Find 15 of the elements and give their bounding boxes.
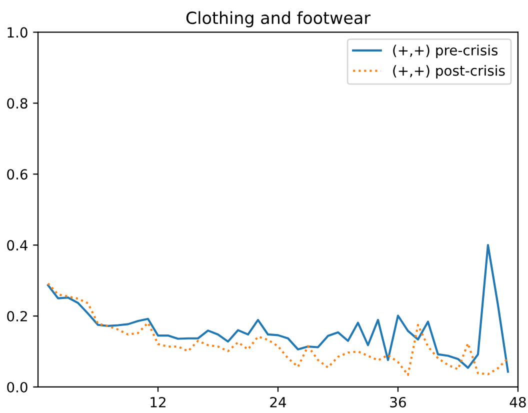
legend-label: (+,+) pre-crisis bbox=[393, 44, 498, 58]
legend-label: (+,+) post-crisis bbox=[393, 65, 505, 79]
x-tick-label: 36 bbox=[390, 396, 406, 408]
y-tick-label: 0.6 bbox=[7, 169, 28, 180]
y-tick-label: 0.4 bbox=[7, 240, 28, 251]
x-tick-label: 48 bbox=[510, 396, 526, 408]
line-series bbox=[46, 244, 510, 373]
y-tick-label: 0.2 bbox=[7, 310, 27, 322]
y-tick-label: 1.0 bbox=[8, 27, 28, 38]
chart-title: Clothing and footwear bbox=[186, 11, 371, 28]
y-tick-label: 0.0 bbox=[7, 382, 28, 392]
line-series bbox=[46, 282, 510, 376]
y-tick-label: 0.8 bbox=[7, 98, 28, 109]
x-tick-label: 12 bbox=[150, 396, 166, 408]
x-tick-label: 24 bbox=[270, 396, 286, 408]
